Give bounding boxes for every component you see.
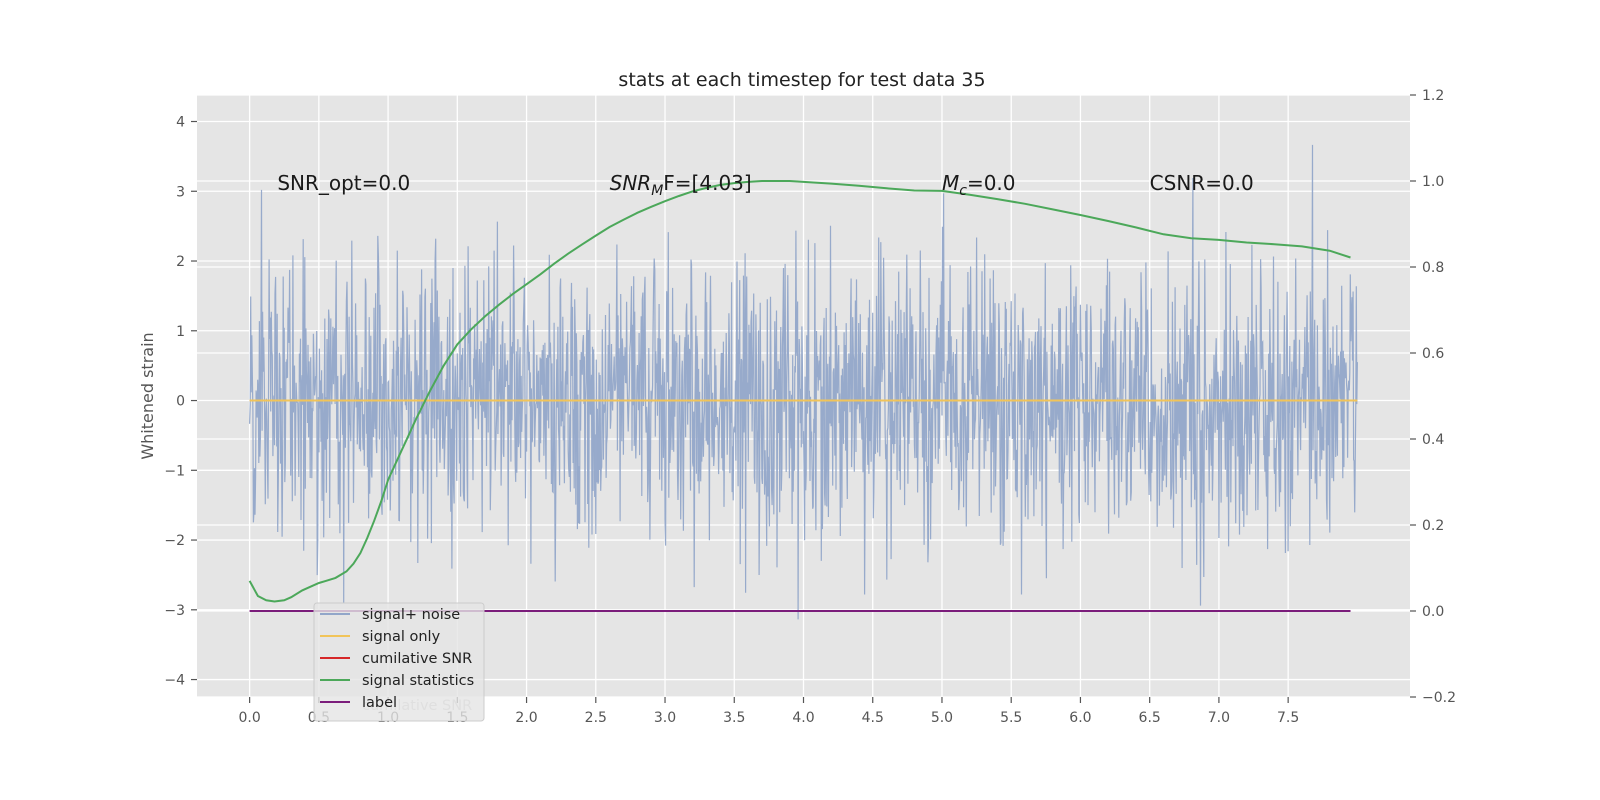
y-axis-label: Whitened strain [138,332,157,459]
x-tick-label: 4.5 [862,710,884,726]
annotation-2: Mc=0.0 [942,171,1016,199]
legend-box [313,602,485,722]
x-tick-label: 7.5 [1277,710,1299,726]
legend-label: signal statistics [362,673,474,689]
chart-title: stats at each timestep for test data 35 [618,69,985,91]
x-tick-label: 6.5 [1139,710,1161,726]
legend-label: cumilative SNR [362,651,472,667]
series-line-signal-noise [249,144,1358,620]
signal-noise-series [249,144,1358,620]
x-tick-label: 5.5 [1000,710,1022,726]
y-tick-label: −2 [164,533,185,549]
annotation-0: SNR_opt=0.0 [277,171,410,195]
y-tick-label-right: 1.0 [1422,174,1444,190]
annotation-1: SNRMF=[4.03] [610,171,752,199]
legend-label: signal+ noise [362,607,460,623]
series-line-3 [248,180,1351,603]
x-tick-label: 2.5 [585,710,607,726]
y-tick-label-right: 1.2 [1422,88,1444,104]
x-tick-label: 4.0 [792,710,814,726]
y-tick-label: 3 [176,184,185,200]
x-tick-label: 7.0 [1208,710,1230,726]
y-axis-left: −4 −3 −2 −1 0 1 2 3 4 [164,115,197,689]
x-tick-label: 3.0 [654,710,676,726]
y-tick-label: 0 [176,394,185,410]
y-tick-label: 2 [176,254,185,270]
y-tick-label-right: −0.2 [1422,690,1456,706]
x-tick-label: 3.5 [723,710,745,726]
y-tick-label: −4 [164,673,185,689]
y-tick-label: −1 [164,463,185,479]
y-tick-label: −3 [164,603,185,619]
x-tick-label: 5.0 [931,710,953,726]
legend-label: signal only [362,629,441,645]
y-tick-label-right: 0.4 [1422,432,1444,448]
annotation-3: CSNR=0.0 [1150,171,1254,195]
y-axis-right: −0.2 0.0 0.2 0.4 0.6 0.8 1.0 1.2 [1410,88,1456,706]
x-tick-label: 2.0 [515,710,537,726]
y-tick-label-right: 0.6 [1422,346,1444,362]
y-tick-label-right: 0.2 [1422,518,1444,534]
y-tick-label-right: 0.0 [1422,604,1444,620]
y-tick-label-right: 0.8 [1422,260,1444,276]
annotations: SNR_opt=0.0 SNRMF=[4.03] Mc=0.0 CSNR=0.0 [277,171,1253,199]
legend-label: label [362,695,397,711]
y-tick-label: 1 [176,324,185,340]
y-tick-label: 4 [176,115,185,131]
x-tick-label: 6.0 [1069,710,1091,726]
x-tick-label: 0.0 [238,710,260,726]
